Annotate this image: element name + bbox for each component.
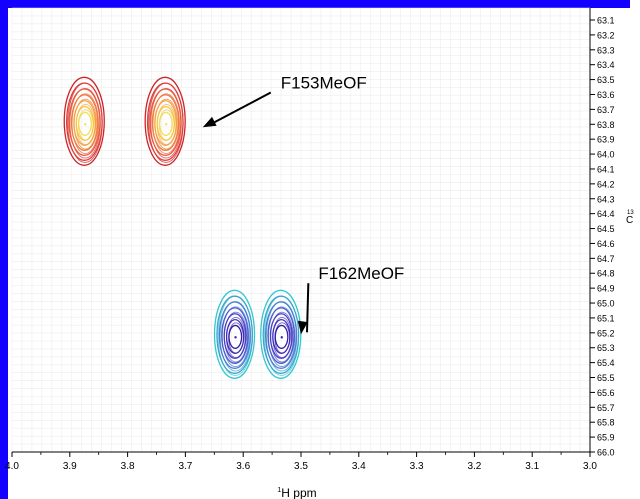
- y-tick-label: 63.2: [597, 30, 615, 40]
- contour-line: [73, 100, 97, 146]
- y-tick-label: 63.3: [597, 45, 615, 55]
- y-tick-label: 65.7: [597, 403, 615, 413]
- annotation-arrow-shaft: [208, 91, 272, 127]
- y-tick-label: 63.7: [597, 105, 615, 115]
- y-tick-label: 64.5: [597, 224, 615, 234]
- y-tick-label: 64.8: [597, 269, 615, 279]
- peak-center: [164, 123, 168, 126]
- x-tick-label: 3.7: [178, 461, 192, 472]
- y-tick-label: 64.6: [597, 239, 615, 249]
- x-tick-label: 3.0: [583, 461, 597, 472]
- contour-line: [63, 76, 105, 166]
- y-tick-label: 65.0: [597, 299, 615, 309]
- y-tick-label: 65.9: [597, 433, 615, 443]
- y-tick-label: 63.9: [597, 135, 615, 145]
- y-tick-label: 64.7: [597, 254, 615, 264]
- peak-center: [234, 336, 237, 339]
- x-tick-label: 3.2: [467, 461, 481, 472]
- y-axis-label-tail: C: [626, 215, 633, 226]
- contour-line: [151, 94, 180, 151]
- peak-center: [84, 123, 87, 126]
- x-tick-label: 3.3: [410, 461, 424, 472]
- y-tick-label: 65.2: [597, 328, 615, 338]
- y-tick-label: 63.8: [597, 120, 615, 130]
- annotation-label: F153MeOF: [281, 74, 367, 93]
- contour-line: [78, 111, 92, 136]
- y-tick-label: 65.8: [597, 418, 615, 428]
- contour-line: [68, 88, 101, 156]
- x-tick-label: 3.4: [352, 461, 366, 472]
- y-tick-label: 64.0: [597, 150, 615, 160]
- y-tick-label: 63.1: [597, 16, 615, 26]
- y-tick-label: 65.1: [597, 313, 615, 323]
- contour-line: [264, 301, 298, 369]
- x-tick-label: 4.0: [5, 461, 19, 472]
- annotation-arrow-head: [297, 320, 308, 335]
- y-tick-label: 65.3: [597, 343, 615, 353]
- x-axis-label: 1H ppm: [277, 486, 316, 499]
- contour-line: [260, 289, 302, 379]
- contour-line: [223, 313, 247, 359]
- figure-right-edge: [630, 0, 640, 499]
- annotation-arrow-shaft: [306, 283, 310, 333]
- x-axis-label-sup: 1: [277, 487, 281, 494]
- y-tick-label: 64.3: [597, 194, 615, 204]
- contour-line: [70, 94, 99, 151]
- y-tick-label: 64.9: [597, 284, 615, 294]
- contour-line: [269, 313, 293, 359]
- contour-line: [154, 100, 178, 146]
- x-tick-label: 3.8: [121, 461, 135, 472]
- annotation-arrow-head: [202, 116, 217, 128]
- contour-line: [218, 301, 251, 369]
- y-tick-label: 64.1: [597, 164, 615, 174]
- x-tick-label: 3.1: [525, 461, 539, 472]
- y-tick-label: 63.4: [597, 60, 615, 70]
- y-axis-ticks: 63.1 63.2 63.3 63.4 63.5 63.6 63.7 63.8 63.9 64.0…: [590, 16, 615, 458]
- y-tick-label: 63.5: [597, 75, 615, 85]
- contour-line: [149, 88, 182, 156]
- y-tick-label: 65.4: [597, 358, 615, 368]
- y-tick-label: 64.2: [597, 179, 615, 189]
- contour-peaks: [63, 76, 302, 379]
- x-tick-label: 3.9: [63, 461, 77, 472]
- contour-line: [159, 111, 173, 136]
- contour-line: [228, 324, 243, 349]
- y-tick-label: 65.5: [597, 373, 615, 383]
- y-axis-label: 13 C: [626, 210, 634, 226]
- y-tick-label: 63.6: [597, 90, 615, 100]
- contour-line: [216, 295, 254, 374]
- contour-line: [274, 324, 289, 349]
- y-tick-label: 66.0: [597, 448, 615, 458]
- y-axis-label-sup: 13: [627, 210, 634, 216]
- annotation-label: F162MeOF: [318, 264, 404, 283]
- annotations: F153MeOF F162MeOF: [202, 74, 404, 335]
- x-tick-label: 3.6: [236, 461, 250, 472]
- contour-line: [144, 76, 186, 166]
- contour-line: [221, 307, 249, 364]
- grid-lines: [11, 7, 591, 453]
- y-tick-label: 64.4: [597, 209, 615, 219]
- x-tick-label: 3.5: [294, 461, 308, 472]
- contour-line: [213, 289, 256, 379]
- contour-line: [262, 295, 300, 374]
- x-axis-label-text: H ppm: [281, 486, 316, 499]
- peak-center: [280, 336, 283, 339]
- contour-line: [146, 82, 184, 161]
- x-axis-ticks: 4.0 3.9 3.8 3.7 3.6 3.5 3.4 3.3 3.2 3.1 3.0: [5, 452, 597, 472]
- contour-line: [66, 82, 103, 161]
- y-tick-label: 65.6: [597, 388, 615, 398]
- contour-line: [267, 307, 295, 364]
